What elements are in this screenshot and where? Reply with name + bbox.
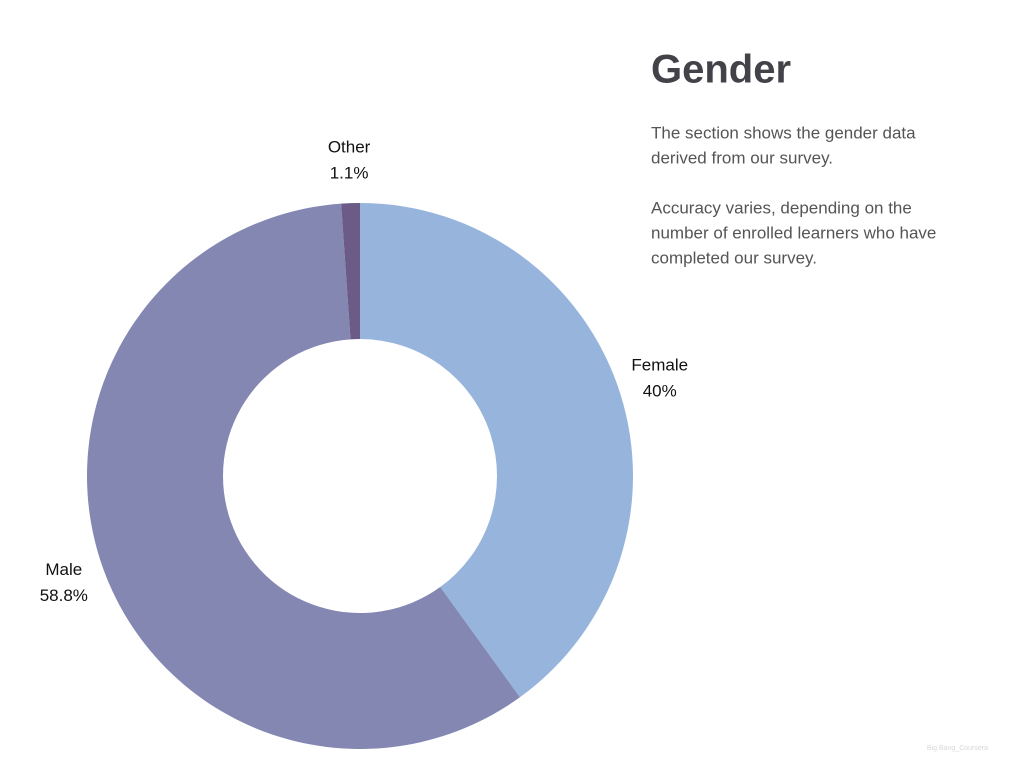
slice-value-label: 58.8% (40, 586, 88, 605)
title: Gender (651, 48, 791, 92)
description-line: completed our survey. (651, 248, 817, 267)
slice-label: Female (631, 356, 688, 375)
slice-value-label: 40% (643, 382, 677, 401)
slice-label: Male (45, 560, 82, 579)
donut-slice (360, 203, 633, 698)
description-line: The section shows the gender data (651, 123, 916, 142)
donut-slice (341, 203, 360, 340)
slice-label: Other (328, 138, 371, 157)
description-line: number of enrolled learners who have (651, 223, 936, 242)
donut-slice (86, 203, 520, 750)
description-line: Accuracy varies, depending on the (651, 198, 912, 217)
watermark: Big Bang_Coursera (927, 745, 988, 752)
slice-value-label: 1.1% (330, 164, 369, 183)
description-line: derived from our survey. (651, 148, 833, 167)
